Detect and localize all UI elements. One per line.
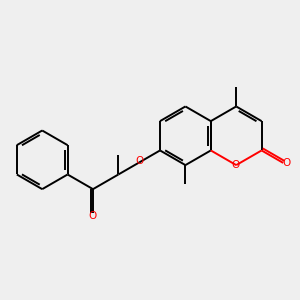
Text: O: O: [89, 212, 97, 221]
Text: O: O: [135, 156, 143, 166]
Text: O: O: [283, 158, 291, 168]
Text: O: O: [231, 160, 239, 170]
